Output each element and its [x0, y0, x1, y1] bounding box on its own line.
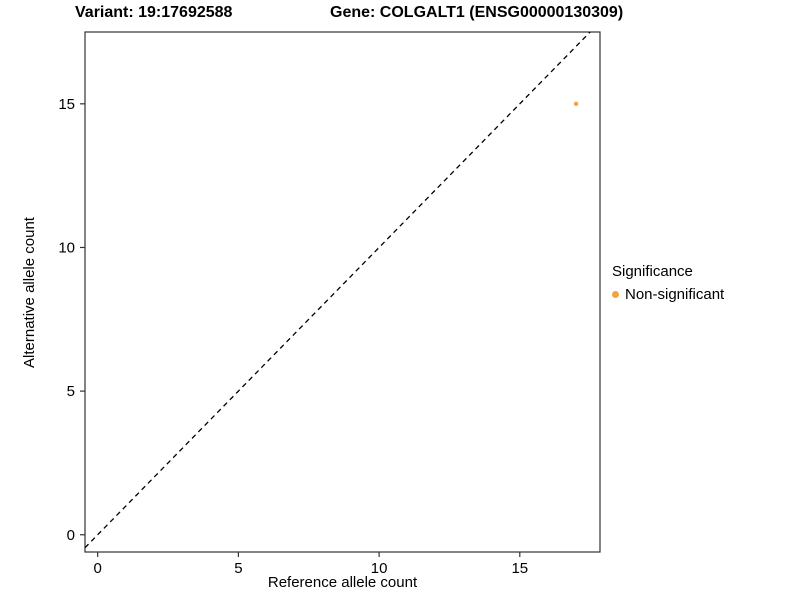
x-tick-label: 0	[93, 560, 101, 577]
identity-line	[85, 32, 591, 549]
x-tick-label: 15	[511, 560, 528, 577]
plot-panel-border	[84, 31, 601, 553]
legend-title: Significance	[612, 263, 693, 280]
y-tick-label: 0	[67, 527, 75, 544]
legend-entry-label: Non-significant	[625, 286, 725, 303]
y-tick-label: 5	[67, 383, 75, 400]
variant-title: Variant: 19:17692588	[75, 4, 233, 21]
legend: Significance Non-significant	[612, 263, 724, 303]
y-axis-label: Alternative allele count	[21, 217, 38, 368]
legend-entry: Non-significant	[612, 286, 724, 303]
legend-dot-icon	[612, 291, 619, 298]
gene-title: Gene: COLGALT1 (ENSG00000130309)	[330, 4, 624, 21]
y-tick-label: 10	[58, 239, 75, 256]
data-point	[573, 101, 579, 107]
x-tick-label: 5	[234, 560, 242, 577]
y-tick-label: 15	[58, 96, 75, 113]
x-axis-label: Reference allele count	[267, 574, 418, 591]
x-tick-label: 10	[371, 560, 388, 577]
